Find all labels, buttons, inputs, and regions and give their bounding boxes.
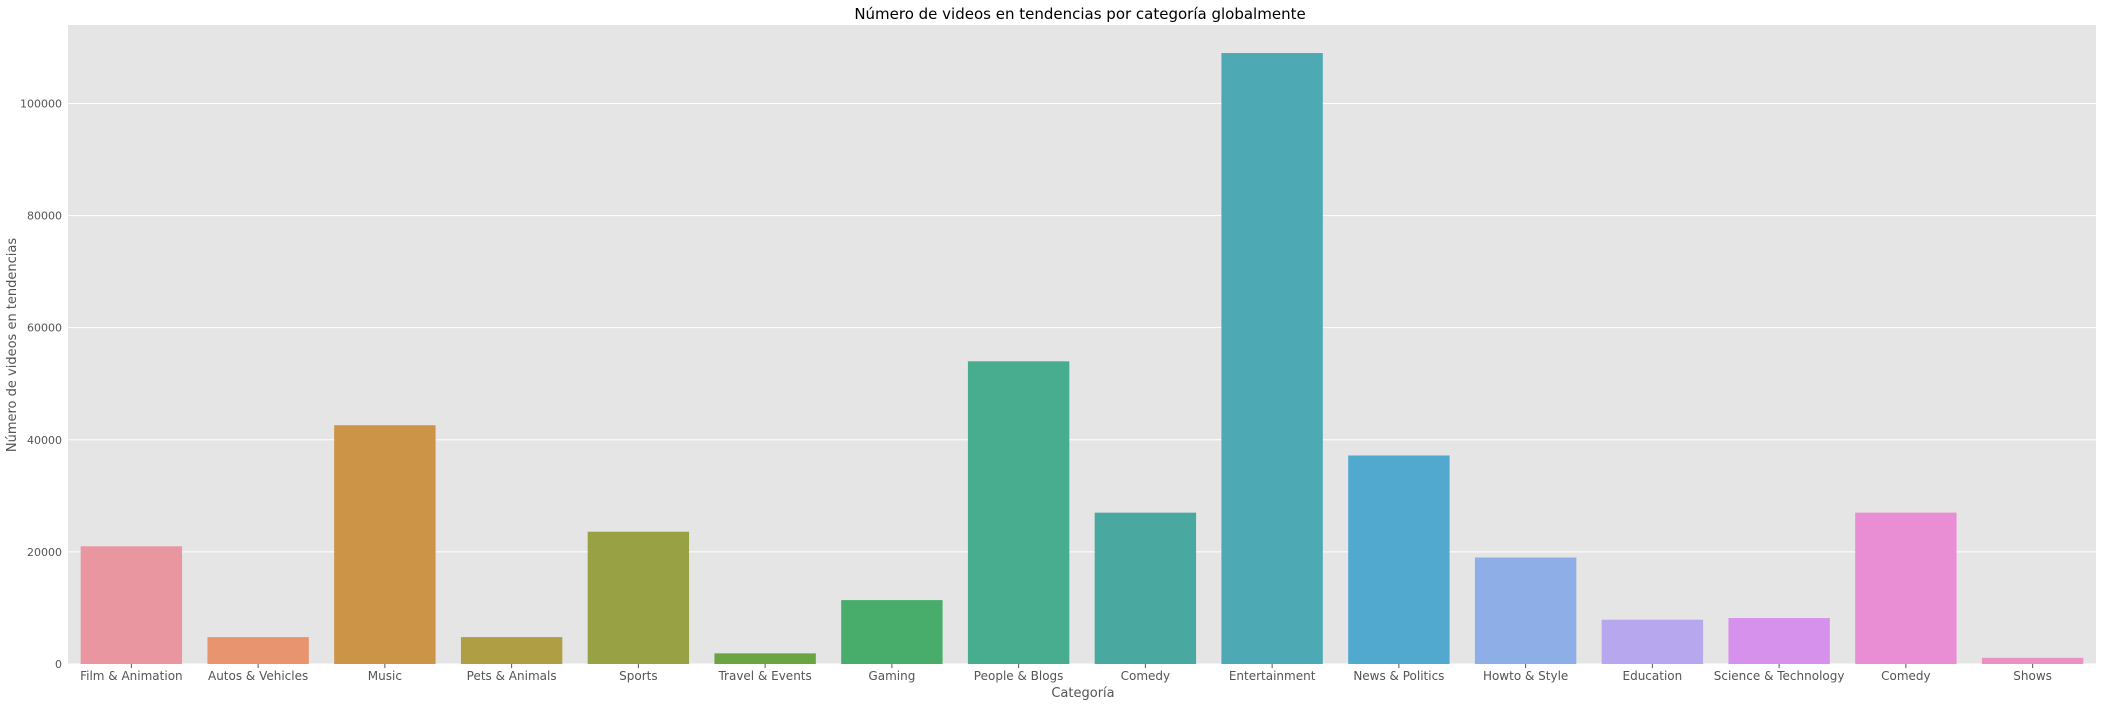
x-axis-label: Categoría <box>1051 686 1114 701</box>
y-tick-label: 80000 <box>27 210 62 223</box>
bar <box>1601 619 1704 664</box>
x-tick-label: News & Politics <box>1353 669 1444 683</box>
bar <box>1474 557 1577 664</box>
y-axis-label: Número de videos en tendencias <box>5 238 20 452</box>
bar <box>207 637 309 664</box>
bar <box>1094 512 1197 664</box>
x-tick-label: Entertainment <box>1229 669 1316 683</box>
bar <box>1855 512 1957 664</box>
x-tick-label: Howto & Style <box>1483 669 1568 683</box>
x-tick-label: Autos & Vehicles <box>208 669 308 683</box>
bar <box>460 637 563 664</box>
x-tick-label: People & Blogs <box>974 669 1064 683</box>
x-tick-label: Travel & Events <box>717 669 811 683</box>
x-tick-label: Science & Technology <box>1714 669 1845 683</box>
bar <box>587 531 690 664</box>
y-tick-label: 0 <box>55 658 62 671</box>
bar <box>1348 455 1450 664</box>
x-tick-label: Gaming <box>868 669 915 683</box>
bar <box>334 425 436 664</box>
x-tick-label: Pets & Animals <box>467 669 557 683</box>
bar <box>1221 53 1323 665</box>
x-tick-label: Comedy <box>1121 669 1171 683</box>
bar <box>1728 618 1830 664</box>
bar <box>714 653 816 664</box>
y-tick-label: 60000 <box>27 322 62 335</box>
x-tick-label: Education <box>1623 669 1683 683</box>
bar <box>967 361 1070 664</box>
chart-title: Número de videos en tendencias por categ… <box>854 5 1305 23</box>
y-tick-label: 20000 <box>27 546 62 559</box>
y-tick-labels: 0 20000 40000 60000 80000 100000 <box>20 97 62 671</box>
x-tick-labels: Film & Animation Autos & Vehicles Music Pet… <box>80 664 2052 683</box>
x-tick-label: Film & Animation <box>80 669 183 683</box>
y-tick-label: 40000 <box>27 434 62 447</box>
bar <box>1981 657 2084 664</box>
y-tick-label: 100000 <box>20 97 62 110</box>
x-tick-label: Sports <box>619 669 657 683</box>
x-tick-label: Shows <box>2013 669 2052 683</box>
bars <box>80 53 2084 665</box>
x-tick-label: Music <box>368 669 402 683</box>
x-tick-label: Comedy <box>1881 669 1931 683</box>
bar <box>841 600 943 664</box>
bar <box>80 546 183 664</box>
